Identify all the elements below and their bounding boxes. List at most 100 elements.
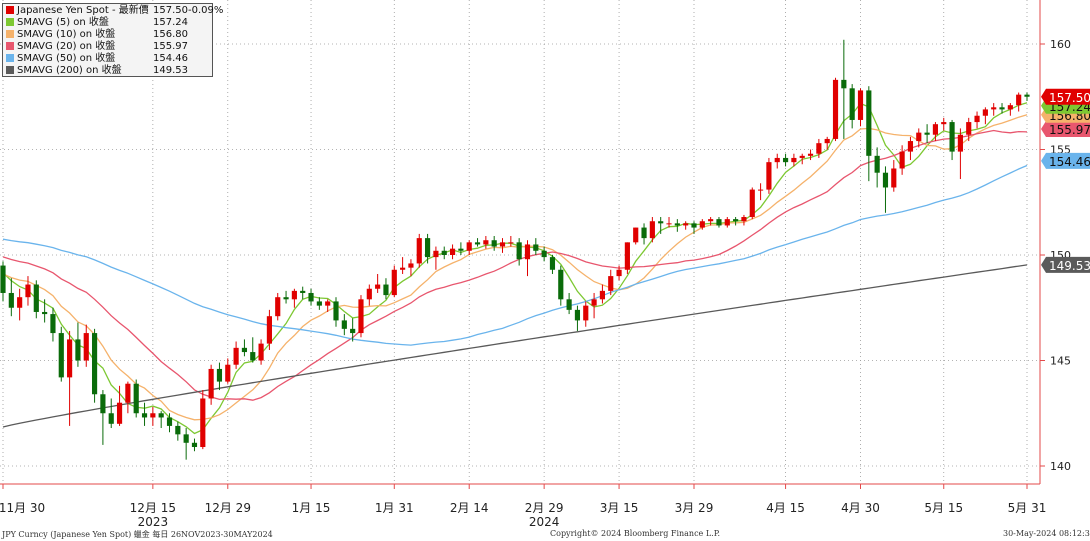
candle-body xyxy=(491,240,497,247)
legend-label: SMAVG (20) on 收盤 xyxy=(17,41,116,52)
candle-body xyxy=(691,223,697,228)
candle-body xyxy=(400,267,406,270)
sma-200-line xyxy=(2,264,1028,428)
candle-body xyxy=(524,244,531,260)
candle-body xyxy=(83,333,89,361)
candle-body xyxy=(458,248,464,251)
candle-body xyxy=(67,339,73,378)
legend-item: SMAVG (10) on 收盤 156.80 xyxy=(6,29,188,41)
candle-body xyxy=(208,368,214,399)
candle-body xyxy=(291,290,297,300)
legend-value: 154.46 xyxy=(153,53,188,64)
candle-body xyxy=(266,316,272,344)
price-tag xyxy=(1041,88,1090,105)
candle-body xyxy=(758,189,764,191)
chart-legend: Japanese Yen Spot - 最新價 157.50 -0.09% SMAV… xyxy=(2,3,223,77)
candle-body xyxy=(316,301,322,306)
candle-body xyxy=(416,238,422,264)
y-tick-label: 145 xyxy=(1050,355,1071,368)
legend-label: Japanese Yen Spot - 最新價 xyxy=(17,5,149,16)
candle-body xyxy=(358,299,364,334)
candle-body xyxy=(708,219,714,222)
candle-body xyxy=(649,221,655,239)
candle-body xyxy=(624,242,630,270)
candle-body xyxy=(699,221,705,228)
sma-10-line xyxy=(2,114,1028,421)
candle-body xyxy=(466,242,472,251)
candle-body xyxy=(391,269,397,296)
candle-body xyxy=(549,257,556,270)
candle-body xyxy=(733,219,739,222)
candle-body xyxy=(949,122,955,152)
legend-value: 155.97 xyxy=(153,41,188,52)
candle-body xyxy=(499,242,506,247)
candle-body xyxy=(483,240,489,245)
candle-body xyxy=(50,314,56,334)
candle-body xyxy=(824,138,830,144)
x-tick-label: 4月 30 xyxy=(841,501,880,515)
candle-body xyxy=(225,364,231,382)
candle-body xyxy=(300,290,306,293)
candle-body xyxy=(25,284,31,298)
legend-item: Japanese Yen Spot - 最新價 157.50 -0.09% xyxy=(6,5,223,17)
candle-body xyxy=(200,398,206,448)
price-tag-label: 149.53 xyxy=(1049,259,1090,273)
candle-body xyxy=(366,288,372,300)
legend-swatch xyxy=(6,30,14,38)
plot-background xyxy=(0,0,1040,484)
candle-body xyxy=(774,157,780,163)
candle-body xyxy=(591,299,597,306)
legend-value: 157.50 xyxy=(153,5,188,16)
candle-body xyxy=(141,413,148,418)
candle-body xyxy=(1024,94,1030,97)
candle-body xyxy=(516,242,522,260)
x-year-label: 2024 xyxy=(529,515,560,529)
candle-body xyxy=(716,219,722,226)
legend-item: SMAVG (5) on 收盤 157.24 xyxy=(6,17,188,29)
x-tick-label: 1月 15 xyxy=(292,501,331,515)
candle-body xyxy=(58,333,64,378)
candle-body xyxy=(350,328,356,334)
legend-swatch xyxy=(6,66,14,74)
candle-body xyxy=(158,413,164,418)
candle-body xyxy=(533,244,539,251)
candle-body xyxy=(1016,94,1022,106)
candle-body xyxy=(175,425,181,435)
legend-label: SMAVG (50) on 收盤 xyxy=(17,53,116,64)
x-tick-label: 3月 15 xyxy=(600,501,639,515)
candle-body xyxy=(891,168,897,188)
candles xyxy=(0,39,1030,460)
footer-timestamp: 30-May-2024 08:12:36 xyxy=(1003,529,1090,538)
candle-body xyxy=(974,115,980,123)
candle-body xyxy=(75,339,81,361)
candle-body xyxy=(766,162,772,190)
candle-body xyxy=(541,250,547,258)
legend-label: SMAVG (200) on 收盤 xyxy=(17,65,122,76)
candle-body xyxy=(133,383,139,414)
candle-body xyxy=(608,276,614,291)
candle-body xyxy=(558,269,564,300)
candle-body xyxy=(666,223,672,225)
candle-body xyxy=(8,292,14,308)
candle-body xyxy=(150,413,156,418)
price-tag-label: 154.46 xyxy=(1049,155,1090,169)
candle-body xyxy=(508,242,514,244)
x-tick-label: 12月 29 xyxy=(205,501,251,515)
x-tick-label: 4月 15 xyxy=(766,501,805,515)
x-tick-label: 12月 15 xyxy=(130,501,176,515)
candle-body xyxy=(874,155,880,173)
candle-body xyxy=(441,250,447,255)
candle-body xyxy=(991,107,997,110)
candle-body xyxy=(749,189,755,218)
price-tag xyxy=(1041,152,1090,169)
candle-body xyxy=(924,132,930,135)
candle-body xyxy=(841,79,847,89)
price-tag xyxy=(1041,121,1090,138)
candle-body xyxy=(724,219,730,226)
candle-body xyxy=(449,248,456,255)
x-tick-label: 5月 15 xyxy=(924,501,963,515)
candle-body xyxy=(341,320,347,329)
x-year-label: 2023 xyxy=(138,515,169,529)
candle-body xyxy=(183,434,189,443)
